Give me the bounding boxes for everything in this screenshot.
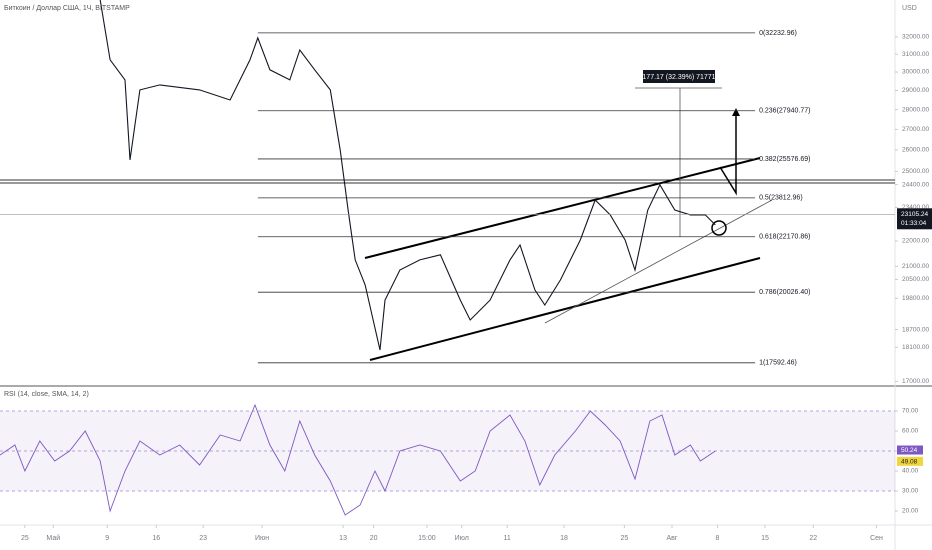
marker-circle: [711, 220, 727, 236]
fib-label: 0.382(25576.69): [759, 156, 810, 163]
countdown: 01:33:04: [901, 220, 927, 227]
y-tick-label: 28000.00: [902, 106, 929, 113]
y-tick-label: 32000.00: [902, 34, 929, 41]
x-tick-label: 23: [199, 535, 207, 542]
rsi-ma-box: [897, 456, 923, 466]
measure-box: [643, 70, 715, 83]
y-tick-label: 22000.00: [902, 238, 929, 245]
price-label: 23105.24: [901, 211, 928, 218]
fib-label: 0.236(27940.77): [759, 108, 810, 115]
x-tick-label: 15: [761, 535, 769, 542]
x-tick-label: Авг: [666, 535, 677, 542]
x-tick-label: 11: [504, 535, 511, 542]
x-tick-label: 25: [21, 535, 29, 542]
channel-lower: [369, 257, 761, 361]
y-tick-label: 23400.00: [902, 204, 929, 211]
x-tick-label: 16: [152, 535, 160, 542]
y-tick-label: 18100.00: [902, 344, 929, 351]
fib-label: 0.5(23812.96): [759, 195, 803, 202]
x-tick-label: 20: [370, 535, 378, 542]
arrow-head: [732, 108, 740, 116]
y-tick-label: 27000.00: [902, 126, 929, 133]
trend-line: [544, 199, 773, 324]
rsi-value: 50.24: [901, 447, 918, 454]
y-tick-label: 31000.00: [902, 51, 929, 58]
rsi-value-box: [897, 445, 923, 455]
projection-arrow: [719, 112, 737, 196]
currency: USD: [902, 5, 917, 12]
fib-label: 0.786(20026.40): [759, 289, 810, 296]
x-tick-label: 15:00: [418, 535, 436, 542]
y-tick-label: 60.00: [902, 428, 919, 435]
y-tick-label: 30.00: [902, 488, 919, 495]
series-line: [99, 0, 716, 351]
x-tick-label: 25: [620, 535, 628, 542]
x-tick-label: Май: [46, 534, 60, 542]
y-tick-label: 40.00: [902, 468, 919, 475]
fib-label: 0.618(22170.86): [759, 234, 810, 241]
x-tick-label: 9: [105, 535, 109, 542]
y-tick-label: 25000.00: [902, 168, 929, 175]
chart-title: Биткоин / Доллар США, 1Ч, BITSTAMP: [4, 5, 130, 12]
x-tick-label: Сен: [870, 535, 883, 542]
x-tick-label: Июл: [455, 535, 469, 542]
y-tick-label: 20.00: [902, 508, 919, 515]
y-tick-label: 20500.00: [902, 276, 929, 283]
x-tick-label: Июн: [255, 535, 269, 542]
y-tick-label: 18700.00: [902, 326, 929, 333]
price-box: [897, 208, 932, 230]
x-tick-label: 18: [560, 535, 568, 542]
x-tick-label: 13: [339, 535, 347, 542]
y-tick-label: 19800.00: [902, 295, 929, 302]
rsi-title: RSI (14, close, SMA, 14, 2): [4, 391, 89, 398]
y-tick-label: 21000.00: [902, 263, 929, 270]
measure-label: 7177.17 (32.39%) 717717: [639, 74, 720, 81]
y-tick-label: 70.00: [902, 408, 919, 415]
fib-label: 0(32232.96): [759, 30, 797, 37]
y-tick-label: 26000.00: [902, 147, 929, 154]
y-tick-label: 17000.00: [902, 378, 929, 385]
series-line: [0, 403, 716, 516]
channel-upper: [364, 157, 761, 259]
rsi-ma-value: 49.08: [901, 459, 918, 466]
x-tick-label: 8: [715, 535, 719, 542]
y-tick-label: 30000.00: [902, 69, 929, 76]
x-tick-label: 22: [809, 535, 817, 542]
y-tick-label: 24400.00: [902, 181, 929, 188]
fib-label: 1(17592.46): [759, 360, 797, 367]
y-tick-label: 29000.00: [902, 87, 929, 94]
